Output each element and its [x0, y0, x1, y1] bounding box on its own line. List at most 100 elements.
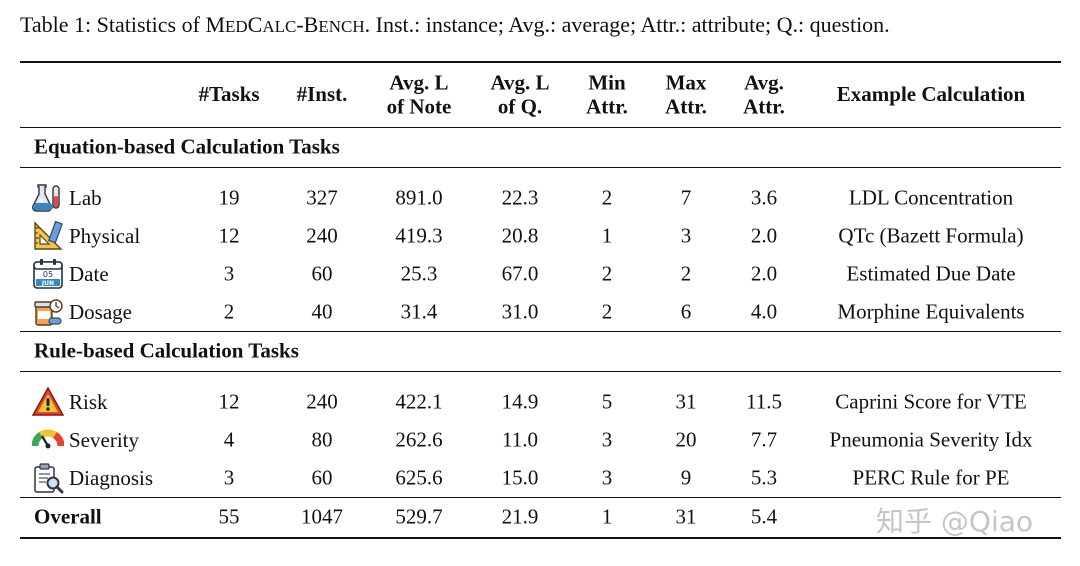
- ruler-triangle-icon: [32, 220, 69, 252]
- table-cell-tasks: 12: [218, 223, 240, 248]
- table-cell-max-attr: 31: [675, 389, 697, 414]
- table-cell-max-attr: 9: [680, 465, 692, 490]
- table-cell-avg-attr: 11.5: [746, 389, 782, 414]
- table-cell-example: QTc (Bazett Formula): [838, 223, 1024, 248]
- task-row-label: Severity: [32, 424, 139, 456]
- table-cell-avg-attr: 5.3: [750, 465, 778, 490]
- table-cell-min-attr: 5: [601, 389, 613, 414]
- table-cell-example: LDL Concentration: [848, 185, 1014, 210]
- table-cell-example: Caprini Score for VTE: [835, 389, 1027, 414]
- table-cell-min-attr: 3: [601, 465, 613, 490]
- table-cell-tasks: 19: [218, 185, 240, 210]
- task-name: Risk: [69, 389, 108, 414]
- calendar-icon: 05 JUN: [32, 258, 69, 290]
- table-cell-max-attr: 20: [675, 427, 697, 452]
- table-cell-inst: 327: [306, 185, 338, 210]
- table-cell-tasks: 3: [223, 261, 235, 286]
- task-row-label: Risk: [32, 386, 108, 418]
- table-cell-min-attr: 1: [601, 223, 613, 248]
- header-rule: [20, 127, 1061, 128]
- table-cell-avg-note: 891.0: [395, 185, 443, 210]
- table-cell-max-attr: 3: [680, 223, 692, 248]
- table-cell-tasks: 2: [223, 299, 235, 324]
- section-rule-2: [20, 371, 1061, 372]
- table-cell-inst: 240: [306, 223, 338, 248]
- table-caption: Table 1: Statistics of MEDCALC-BENCH. In…: [20, 12, 890, 38]
- table-cell-avg-note: 625.6: [395, 465, 443, 490]
- overall-label: Overall: [34, 504, 102, 529]
- section-rule-1: [20, 167, 1061, 168]
- bottom-rule: [20, 537, 1061, 539]
- task-name: Date: [69, 261, 109, 286]
- clipboard-magnifier-icon: [32, 462, 69, 494]
- table-cell-avg-note: 419.3: [395, 223, 443, 248]
- table-cell-avg-note: 25.3: [400, 261, 438, 286]
- table-cell-avg-q: 67.0: [501, 261, 539, 286]
- column-header: Min Attr.: [586, 70, 628, 118]
- column-header: Max Attr.: [665, 70, 707, 118]
- task-name: Lab: [69, 185, 102, 210]
- task-name: Dosage: [69, 299, 132, 324]
- table-cell-inst: 60: [311, 261, 333, 286]
- table-cell-max-attr: 6: [680, 299, 692, 324]
- table-cell-example: Estimated Due Date: [846, 261, 1016, 286]
- task-name: Diagnosis: [69, 465, 153, 490]
- overall-cell-tasks: 55: [218, 504, 240, 529]
- section-divider: [20, 331, 1061, 332]
- column-header: Avg. L of Q.: [490, 70, 550, 118]
- table-cell-avg-q: 15.0: [501, 465, 539, 490]
- section-title: Equation-based Calculation Tasks: [34, 134, 340, 159]
- table-cell-avg-note: 262.6: [395, 427, 443, 452]
- table-cell-inst: 60: [311, 465, 333, 490]
- column-header: #Inst.: [296, 82, 348, 107]
- table-cell-avg-attr: 4.0: [750, 299, 778, 324]
- table-cell-min-attr: 2: [601, 185, 613, 210]
- benchmark-name: MEDCALC-BENCH: [205, 12, 365, 37]
- overall-cell-max-attr: 31: [675, 504, 697, 529]
- table-cell-avg-note: 31.4: [400, 299, 438, 324]
- task-row-label: 05 JUN Date: [32, 258, 109, 290]
- task-row-label: Lab: [32, 182, 102, 214]
- top-rule: [20, 61, 1061, 63]
- overall-rule: [20, 497, 1061, 498]
- column-header: Avg. Attr.: [743, 70, 785, 118]
- overall-cell-min-attr: 1: [601, 504, 613, 529]
- task-row-label: Dosage: [32, 296, 132, 328]
- table-cell-example: PERC Rule for PE: [852, 465, 1010, 490]
- table-cell-avg-q: 11.0: [502, 427, 538, 452]
- table-cell-avg-q: 20.8: [501, 223, 539, 248]
- lab-flask-icon: [32, 182, 69, 214]
- table-cell-min-attr: 2: [601, 261, 613, 286]
- task-name: Severity: [69, 427, 139, 452]
- column-header: #Tasks: [198, 82, 260, 107]
- task-row-label: Physical: [32, 220, 140, 252]
- overall-cell-avg-q: 21.9: [501, 504, 539, 529]
- caption-suffix: . Inst.: instance; Avg.: average; Attr.:…: [364, 12, 890, 37]
- table-cell-tasks: 3: [223, 465, 235, 490]
- svg-text:JUN: JUN: [41, 280, 54, 287]
- overall-cell-inst: 1047: [301, 504, 343, 529]
- table-cell-avg-attr: 3.6: [750, 185, 778, 210]
- watermark: 知乎 @Qiao: [876, 505, 1034, 538]
- table-cell-avg-attr: 2.0: [750, 223, 778, 248]
- table-cell-inst: 40: [311, 299, 333, 324]
- table-cell-min-attr: 2: [601, 299, 613, 324]
- column-header: Avg. L of Note: [386, 70, 452, 118]
- table-cell-min-attr: 3: [601, 427, 613, 452]
- overall-cell-avg-note: 529.7: [395, 504, 443, 529]
- table-cell-avg-attr: 2.0: [750, 261, 778, 286]
- table-cell-example: Pneumonia Severity Idx: [829, 427, 1033, 452]
- caption-prefix: Table 1: Statistics of: [20, 12, 206, 37]
- table-cell-inst: 240: [306, 389, 338, 414]
- table-cell-example: Morphine Equivalents: [837, 299, 1025, 324]
- overall-cell-avg-attr: 5.4: [750, 504, 778, 529]
- table-cell-tasks: 4: [223, 427, 235, 452]
- task-row-label: Diagnosis: [32, 462, 153, 494]
- svg-text:05: 05: [43, 270, 53, 279]
- section-title: Rule-based Calculation Tasks: [34, 338, 299, 363]
- table-cell-avg-q: 22.3: [501, 185, 539, 210]
- table-cell-inst: 80: [311, 427, 333, 452]
- task-name: Physical: [69, 223, 141, 248]
- pill-bottle-icon: [32, 296, 69, 328]
- table-cell-avg-attr: 7.7: [750, 427, 778, 452]
